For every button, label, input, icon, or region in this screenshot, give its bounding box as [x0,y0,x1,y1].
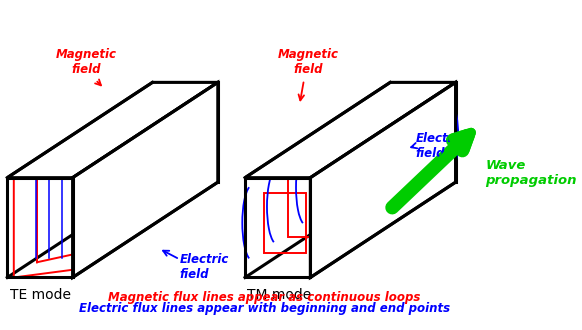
Text: Magnetic
field: Magnetic field [278,48,339,76]
Polygon shape [245,82,456,178]
Text: Magnetic
field: Magnetic field [56,48,117,76]
Text: Wave
propagation: Wave propagation [485,159,577,187]
Text: Electric
field: Electric field [180,252,229,280]
FancyArrowPatch shape [392,136,468,208]
Polygon shape [310,82,456,278]
Text: TM mode: TM mode [247,288,311,302]
Text: TE mode: TE mode [10,288,72,302]
Text: Electric
field: Electric field [416,132,465,160]
Polygon shape [73,82,218,278]
Polygon shape [7,82,218,178]
Text: Magnetic flux lines appear as continuous loops: Magnetic flux lines appear as continuous… [108,291,420,304]
Text: Electric flux lines appear with beginning and end points: Electric flux lines appear with beginnin… [79,302,450,315]
